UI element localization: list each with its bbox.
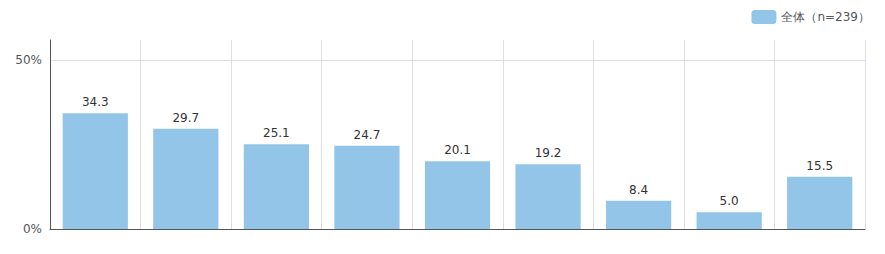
svg-text:29.7: 29.7 bbox=[172, 111, 199, 125]
svg-text:5.0: 5.0 bbox=[720, 194, 739, 208]
svg-text:全体（n=239）: 全体（n=239） bbox=[781, 10, 870, 24]
svg-text:34.3: 34.3 bbox=[82, 95, 109, 109]
svg-text:0%: 0% bbox=[23, 222, 42, 236]
svg-text:19.2: 19.2 bbox=[535, 146, 562, 160]
svg-text:20.1: 20.1 bbox=[444, 143, 471, 157]
svg-text:25.1: 25.1 bbox=[263, 126, 290, 140]
svg-text:15.5: 15.5 bbox=[806, 159, 833, 173]
svg-text:8.4: 8.4 bbox=[629, 183, 648, 197]
svg-text:24.7: 24.7 bbox=[354, 128, 381, 142]
svg-text:50%: 50% bbox=[15, 53, 42, 67]
